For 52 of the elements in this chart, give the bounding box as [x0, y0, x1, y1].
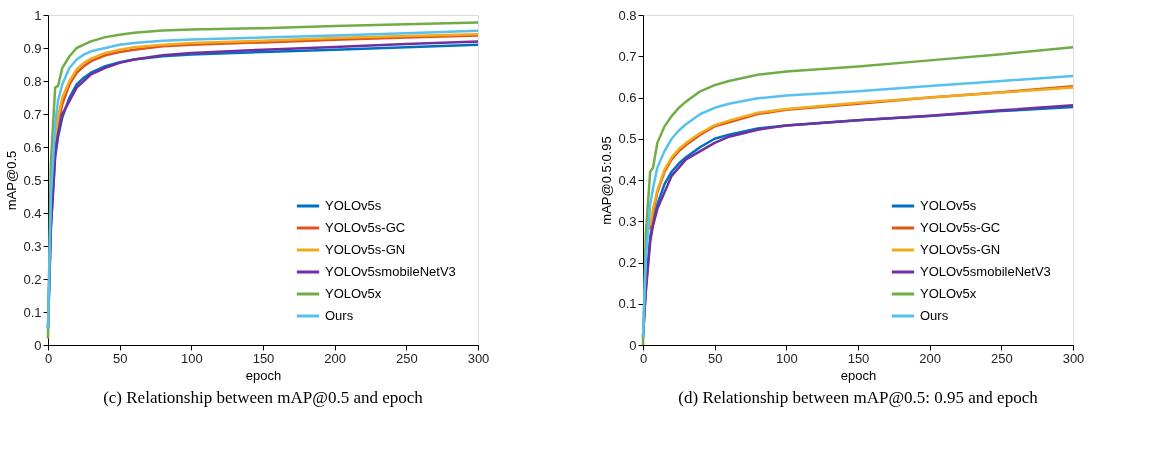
y-tick-label: 0.2	[23, 271, 42, 287]
y-tick-label: 0	[34, 337, 42, 353]
y-tick-label: 0.5	[618, 131, 637, 147]
y-tick-label: 0.1	[618, 296, 637, 312]
y-tick-label: 0.4	[618, 172, 637, 188]
y-tick-label: 0.5	[23, 172, 42, 188]
legend-label: YOLOv5x	[920, 286, 977, 301]
x-tick-label: 300	[1062, 350, 1085, 366]
legend-label: YOLOv5s-GC	[920, 220, 1001, 235]
y-tick-label: 0.8	[618, 7, 637, 23]
y-tick-label: 0	[629, 337, 637, 353]
legend-label: YOLOv5smobileNetV3	[325, 264, 456, 279]
legend-label: YOLOv5s	[325, 198, 382, 213]
y-tick-label: 0.1	[23, 304, 42, 320]
x-axis-title: epoch	[840, 367, 877, 383]
y-axis-title: mAP@0.5:0.95	[599, 136, 615, 225]
x-axis-title: epoch	[245, 367, 282, 383]
x-tick-label: 250	[395, 350, 418, 366]
y-tick-label: 1	[34, 7, 42, 23]
x-tick-label: 100	[775, 350, 798, 366]
x-tick-label: 0	[639, 350, 648, 366]
text: (c) Relationship between mAP@0.5 and epoch	[103, 388, 424, 407]
legend-label: Ours	[325, 308, 354, 323]
x-tick-label: 100	[180, 350, 203, 366]
y-tick-label: 0.7	[618, 48, 637, 64]
legend-label: YOLOv5s-GN	[920, 242, 1001, 257]
y-axis-title: mAP@0.5	[4, 150, 20, 211]
x-tick-label: 50	[112, 350, 128, 366]
x-tick-label: 200	[324, 350, 347, 366]
y-tick-label: 0.2	[618, 255, 637, 270]
y-tick-label: 0.8	[23, 73, 42, 89]
x-tick-label: 200	[919, 350, 942, 366]
y-tick-label: 0.3	[23, 238, 42, 254]
y-tick-label: 0.9	[23, 40, 42, 56]
legend-label: YOLOv5s-GC	[325, 220, 406, 235]
text: (d) Relationship between mAP@0.5: 0.95 and epoch	[678, 388, 1039, 407]
y-tick-label: 0.6	[23, 139, 42, 155]
legend-label: YOLOv5s	[920, 198, 977, 213]
x-tick-label: 250	[990, 350, 1013, 366]
y-tick-label: 0.6	[618, 90, 637, 105]
y-tick-label: 0.3	[618, 213, 637, 229]
x-tick-label: 150	[252, 350, 275, 366]
x-tick-label: 300	[467, 350, 490, 366]
x-tick-label: 0	[44, 350, 53, 366]
y-tick-label: 0.4	[23, 205, 42, 221]
legend-label: YOLOv5s-GN	[325, 242, 406, 257]
x-tick-label: 150	[847, 350, 870, 366]
legend-label: YOLOv5smobileNetV3	[920, 264, 1051, 279]
legend-label: Ours	[920, 308, 949, 323]
y-tick-label: 0.7	[23, 106, 42, 122]
legend-label: YOLOv5x	[325, 286, 382, 301]
x-tick-label: 50	[707, 350, 723, 366]
